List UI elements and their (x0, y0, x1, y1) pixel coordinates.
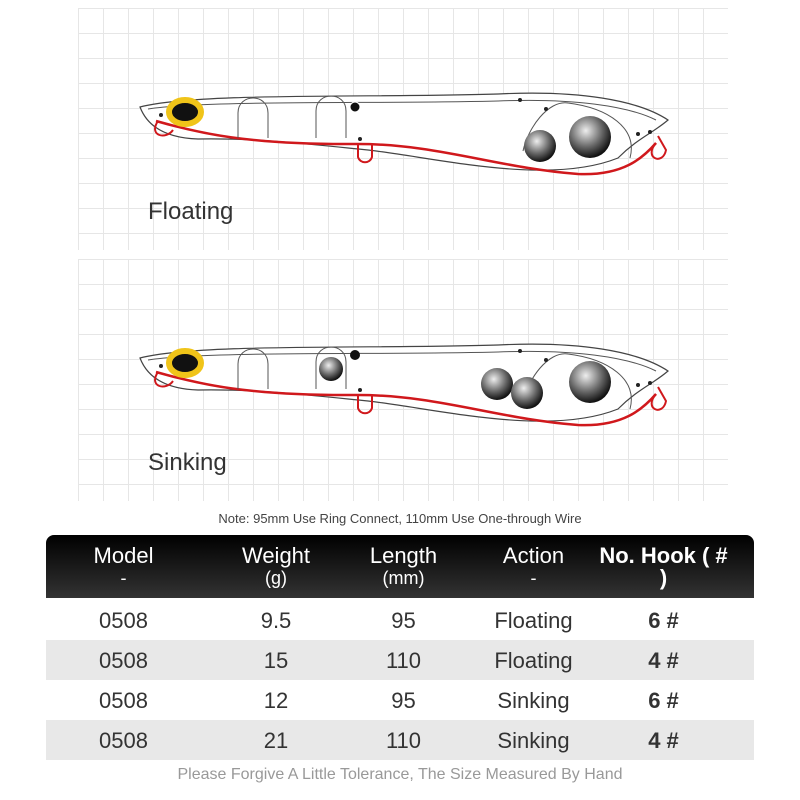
wire (155, 370, 657, 427)
model-cell: 0508 (99, 608, 148, 633)
pin (518, 98, 522, 102)
hook-eye-front (154, 120, 174, 137)
hook-cell: 4 # (648, 648, 679, 673)
pin (648, 381, 652, 385)
chamber-2 (315, 95, 347, 138)
pin (544, 107, 548, 111)
table-row: 0508 15 110 Floating 4 # (46, 640, 754, 680)
action-cell: Floating (494, 648, 573, 673)
hook-cell: 6 # (648, 608, 679, 633)
pin (636, 383, 640, 387)
pin (358, 388, 362, 392)
weight-cell: 9.5 (260, 608, 292, 633)
table-row: 0508 12 95 Sinking 6 # (46, 680, 754, 720)
weight-ball (569, 116, 611, 158)
chamber-1 (237, 348, 269, 389)
wire (155, 119, 657, 176)
weight-ball (524, 130, 556, 162)
lure-eye (166, 348, 204, 378)
pin (544, 358, 548, 362)
length-cell: 95 (391, 608, 416, 633)
length-cell: 110 (385, 728, 422, 753)
length-cell: 110 (385, 648, 422, 673)
header-weight: Weight (g) (241, 543, 311, 589)
note-text: Note: 95mm Use Ring Connect, 110mm Use O… (218, 511, 582, 526)
pin (358, 137, 362, 141)
action-cell: Sinking (497, 688, 570, 713)
pin (159, 113, 163, 117)
action-cell: Floating (494, 608, 573, 633)
floating-label: Floating (148, 198, 234, 225)
hook-cell: 4 # (648, 728, 679, 753)
rivet (350, 350, 360, 360)
lure-inner-outline (147, 350, 657, 372)
weight-ball (481, 368, 513, 400)
weight-cell: 15 (263, 648, 289, 673)
sinking-diagram-panel: Sinking (78, 259, 728, 501)
hook-eye-tail (650, 135, 668, 160)
header-action: Action - (502, 543, 565, 589)
action-cell: Sinking (497, 728, 570, 753)
model-cell: 0508 (99, 728, 148, 753)
hook-eye-tail (650, 386, 668, 411)
tolerance-footer: Please Forgive A Little Tolerance, The S… (177, 766, 623, 783)
lure-eye (166, 97, 204, 127)
chamber-2 (315, 346, 347, 389)
sinking-label: Sinking (148, 449, 227, 476)
chamber-1 (237, 97, 269, 138)
weight-cell: 12 (263, 688, 289, 713)
length-cell: 95 (391, 688, 416, 713)
model-cell: 0508 (99, 648, 148, 673)
header-hook: No. Hook ( #) (599, 543, 728, 590)
weight-ball (511, 377, 543, 409)
header-length: Length (mm) (369, 543, 438, 589)
sinking-lure-diagram (139, 343, 669, 427)
hook-eye-belly (357, 144, 373, 164)
lure-inner-outline (147, 99, 657, 121)
floating-diagram-panel: Floating (78, 8, 728, 250)
floating-lure-diagram (139, 92, 669, 176)
table-row: 0508 21 110 Sinking 4 # (46, 720, 754, 760)
rivet (349, 101, 361, 113)
header-model: Model - (93, 543, 154, 589)
pin (518, 349, 522, 353)
pin (636, 132, 640, 136)
hook-cell: 6 # (648, 688, 679, 713)
hook-eye-belly (357, 395, 373, 415)
table-row: 0508 9.5 95 Floating 6 # (46, 600, 754, 640)
rear-chamber (522, 102, 632, 159)
weight-ball (319, 357, 343, 381)
pin (159, 364, 163, 368)
hook-eye-front (154, 371, 174, 388)
weight-cell: 21 (263, 728, 289, 753)
pin (648, 130, 652, 134)
model-cell: 0508 (99, 688, 148, 713)
table-header: Model - Weight (g) Length (mm) Action - No. … (46, 535, 754, 598)
weight-ball (569, 361, 611, 403)
